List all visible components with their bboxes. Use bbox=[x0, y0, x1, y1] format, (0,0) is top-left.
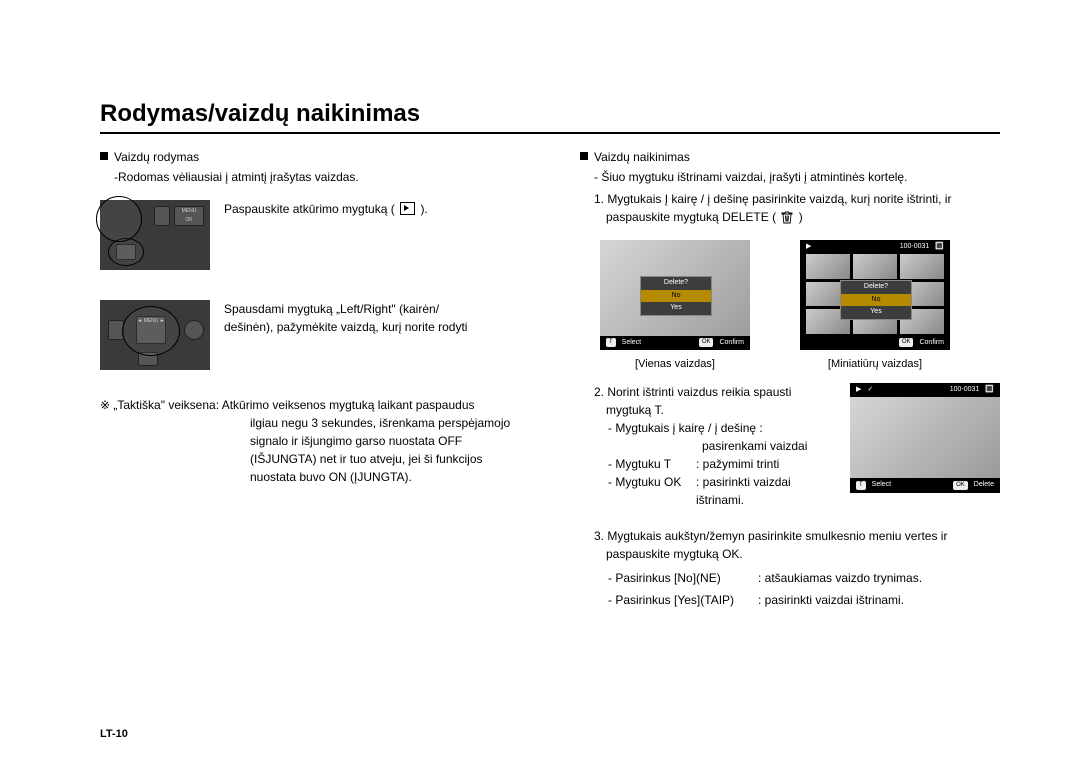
caption-single: [Vienas vaizdas] bbox=[600, 356, 750, 373]
bullet-square bbox=[580, 152, 588, 160]
right-step2: 2. Norint ištrinti vaizdus reikia spaust… bbox=[594, 383, 830, 509]
left-step2-text: Spausdami mygtuką „Left/Right" (kairėn/ … bbox=[224, 300, 467, 336]
right-step3: 3. Mygtukais aukštyn/žemyn pasirinkite s… bbox=[594, 527, 1000, 609]
trash-icon bbox=[781, 210, 793, 224]
lcd-single-view: Delete? No Yes TSelect OKConfirm bbox=[600, 240, 750, 350]
left-step1-text: Paspauskite atkūrimo mygtuką ( ). bbox=[224, 200, 428, 218]
tactful-note: ※ „Taktiška" veiksena: Atkūrimo veikseno… bbox=[100, 396, 540, 486]
page-number: LT-10 bbox=[100, 728, 128, 740]
column-right: Vaizdų naikinimas - Šiuo mygtuku ištrina… bbox=[580, 148, 1000, 609]
column-left: Vaizdų rodymas -Rodomas vėliausiai į atm… bbox=[100, 148, 540, 609]
camera-illustration-2: ◄ MENU ► bbox=[100, 300, 210, 370]
right-step1: 1. Mygtukais Į kairę / į dešinę pasirink… bbox=[594, 190, 1000, 226]
right-heading: Vaizdų naikinimas bbox=[594, 148, 690, 166]
page-title: Rodymas/vaizdų naikinimas bbox=[100, 100, 1000, 134]
lcd-select-view: ▶✓ 100-0031🔳 TSelect OKDelete bbox=[850, 383, 1000, 493]
left-intro: -Rodomas vėliausiai į atmintį įrašytas v… bbox=[114, 168, 540, 186]
bullet-square bbox=[100, 152, 108, 160]
lcd-thumbnail-view: ▶ 100-0031🔳 Delete? No Yes bbox=[800, 240, 950, 350]
camera-illustration-1: MENUOK bbox=[100, 200, 210, 270]
left-heading: Vaizdų rodymas bbox=[114, 148, 199, 166]
right-intro: - Šiuo mygtuku ištrinami vaizdai, įrašyt… bbox=[594, 168, 1000, 186]
playback-icon bbox=[400, 202, 415, 215]
caption-thumb: [Miniatiūrų vaizdas] bbox=[800, 356, 950, 373]
